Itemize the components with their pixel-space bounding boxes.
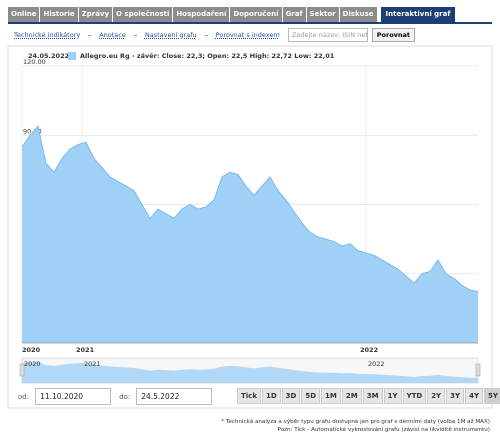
navigator-label: 2020: [24, 360, 41, 368]
tab[interactable]: Diskuse: [339, 7, 377, 22]
toolbar-link[interactable]: Nastavení grafu: [144, 31, 197, 39]
tab-underline: [8, 22, 492, 24]
zoom-button[interactable]: 3D: [281, 388, 301, 404]
toolbar-link[interactable]: Anotace: [99, 31, 126, 39]
navigator-handle: [475, 363, 481, 377]
zoom-button[interactable]: 5Y: [484, 388, 500, 404]
legend-swatch: [68, 52, 76, 60]
tab[interactable]: Graf: [282, 7, 306, 22]
zoom-button[interactable]: 1D: [261, 388, 281, 404]
x-tick-label: 2021: [76, 346, 95, 354]
x-tick-label: 2020: [22, 346, 41, 354]
tab[interactable]: O společnosti: [113, 7, 173, 22]
to-label: do:: [119, 392, 131, 401]
navigator-area: [22, 361, 478, 383]
tab[interactable]: Online: [8, 7, 40, 22]
zoom-button[interactable]: 3M: [362, 388, 383, 404]
zoom-button[interactable]: 5D: [301, 388, 321, 404]
tab-bar: Online Historie Zprávy O společnosti Hospoda…: [8, 7, 456, 22]
tab[interactable]: Interaktivní graf: [380, 7, 456, 22]
price-area: [22, 126, 478, 344]
footnote: * Technická analýza a výběr typu grafu d…: [221, 419, 490, 425]
tab[interactable]: Historie: [40, 7, 78, 22]
y-tick-label: 120.00: [23, 58, 46, 66]
from-input[interactable]: 11.10.2020: [35, 388, 112, 405]
navigator-label: 2022: [368, 360, 385, 368]
zoom-button[interactable]: Tick: [237, 388, 261, 404]
tab[interactable]: Doporučení: [230, 7, 282, 22]
separator: [133, 34, 137, 36]
toolbar-link[interactable]: Porovnat s indexem: [215, 31, 280, 39]
zoom-button[interactable]: 2M: [341, 388, 362, 404]
zoom-button[interactable]: 1Y: [383, 388, 402, 404]
to-input[interactable]: 24.5.2022: [136, 388, 213, 405]
search-input[interactable]: Zadejte název, ISIN neb: [287, 28, 368, 42]
footnote: Pozn: Tick - Automatické vykreslování gr…: [277, 427, 490, 433]
tab[interactable]: Hospodaření: [173, 7, 230, 22]
navigator-handle: [19, 363, 25, 377]
separator: [88, 34, 92, 36]
zoom-button[interactable]: YTD: [402, 388, 427, 404]
x-tick-label: 2022: [360, 346, 378, 354]
date-range: od: 11.10.2020 do: 24.5.2022: [18, 388, 220, 405]
separator: [204, 34, 208, 36]
date-label: 24.05.2022: [28, 52, 69, 60]
from-label: od:: [18, 392, 30, 401]
chart-frame: [7, 45, 493, 409]
zoom-button[interactable]: 2Y: [427, 388, 446, 404]
zoom-button[interactable]: 1M: [321, 388, 341, 404]
tab[interactable]: Sektor: [306, 7, 339, 22]
zoom-button[interactable]: 3Y: [446, 388, 465, 404]
compare-button[interactable]: Porovnat: [371, 28, 416, 42]
toolbar: Technické indikátory Anotace Nastavení gra…: [14, 28, 416, 42]
legend-label: Allegro.eu Rg - závěr: Close: 22,3; Open…: [80, 52, 335, 60]
toolbar-link[interactable]: Technické indikátory: [14, 31, 81, 39]
y-tick-label: 90.00: [23, 127, 42, 135]
zoom-buttons: Tick1D3D5D1M2M3M1YYTD2Y3Y4Y5YMax: [237, 388, 500, 404]
zoom-button[interactable]: 4Y: [465, 388, 484, 404]
footnotes: * Technická analýza a výběr typu grafu d…: [221, 418, 490, 434]
tab[interactable]: Zprávy: [78, 7, 113, 22]
price-line: [21, 125, 479, 292]
navigator-label: 2021: [84, 360, 101, 368]
